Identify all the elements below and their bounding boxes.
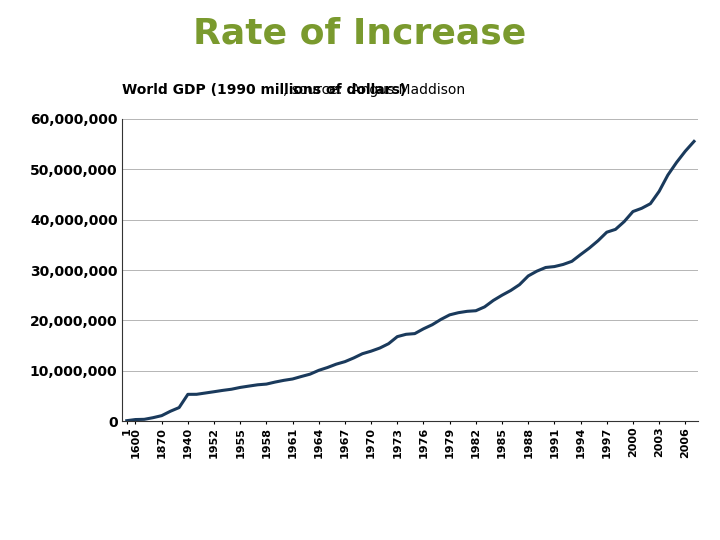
Text: World GDP (1990 millions of dollars): World GDP (1990 millions of dollars) — [122, 83, 407, 97]
Text: Rate of Increase: Rate of Increase — [194, 16, 526, 50]
Text: , source:  Angus Maddison: , source: Angus Maddison — [283, 83, 465, 97]
